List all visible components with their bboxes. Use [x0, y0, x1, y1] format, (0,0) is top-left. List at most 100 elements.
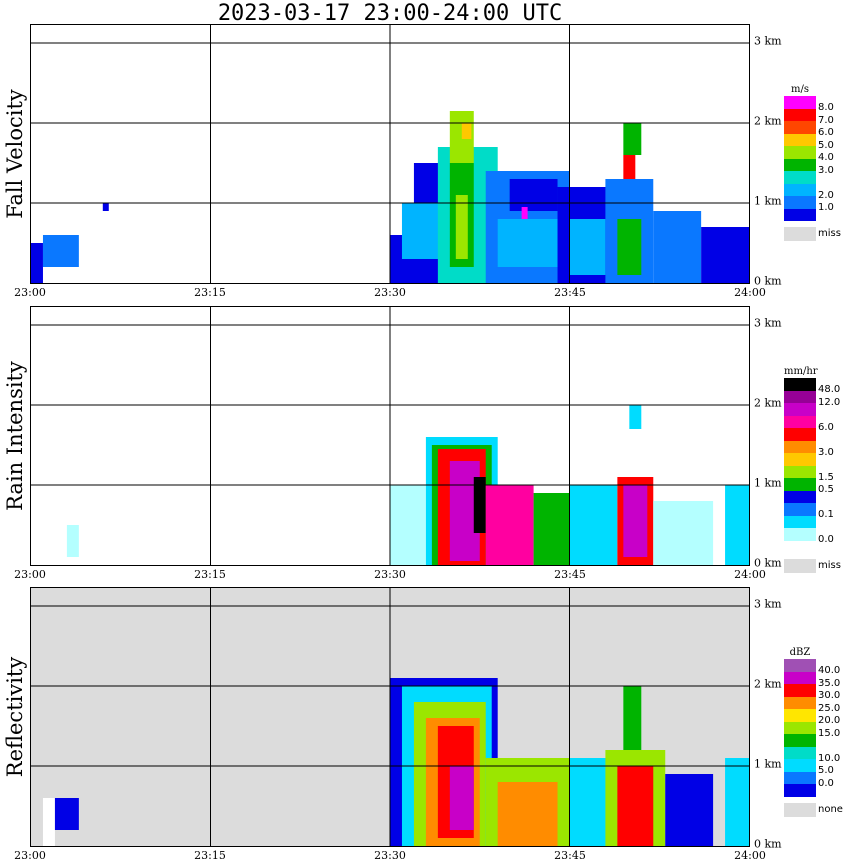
ri-ytick-0: 0 km: [754, 556, 782, 570]
chart-title: 2023-03-17 23:00-24:00 UTC: [217, 1, 563, 26]
rain-intensity-cell-7: [485, 485, 534, 565]
fall-velocity-legend-missing-label: miss: [818, 228, 841, 239]
fall-velocity-cell-19: [623, 155, 636, 179]
fall-velocity-legend-swatch: [784, 208, 816, 221]
rain-intensity-legend: mm/hr 48.0 12.0 6.0 3.0 1.5 0.5 0.1 0.0 miss: [784, 366, 844, 573]
fall-velocity-legend-swatch: [784, 158, 816, 171]
rain-intensity-legend-row: 0.5: [784, 478, 844, 495]
rain-intensity-legend-row: 12.0: [784, 390, 844, 408]
rain-intensity-cell-8: [533, 493, 570, 565]
rain-intensity-legend-missing: miss: [784, 559, 844, 573]
fv-ytick-1: 1 km: [754, 194, 782, 208]
fv-xtick-3: 23:30: [374, 286, 406, 299]
rain-intensity-legend-label: 48.0: [818, 384, 841, 395]
rf-ytick-3: 3 km: [754, 597, 782, 611]
fv-ytick-0: 0 km: [754, 274, 782, 288]
fv-ytick-3: 3 km: [754, 34, 782, 48]
rain-intensity-legend-label: 3.0: [818, 446, 834, 458]
rain-intensity-legend-swatch: [784, 390, 816, 403]
ri-xtick-3: 23:30: [374, 568, 406, 581]
fall-velocity-legend: m/s 8.0 7.0 6.0 5.0 4.0 3.0 2.0 1.0 miss: [784, 84, 844, 241]
rain-intensity-legend-row: 1.5: [784, 465, 844, 483]
rain-intensity-legend-swatch: [784, 465, 816, 478]
reflectivity-legend-swatch: [784, 759, 816, 772]
rain-intensity-legend-unit: mm/hr: [784, 366, 818, 377]
reflectivity-legend-row: 5.0: [784, 759, 844, 776]
rain-intensity-legend-label: 0.5: [818, 484, 834, 495]
fall-velocity-legend-row: 6.0: [784, 121, 844, 138]
rf-ytick-2: 2 km: [754, 677, 782, 691]
rain-intensity-panel: Rain Intensity 23:00 23:15 23:30 23:45 2…: [0, 306, 850, 586]
reflectivity-panel: Reflectivity 23:00 23:15 23:30 23:45 24:…: [0, 587, 850, 867]
reflectivity-legend-label: 30.0: [818, 690, 841, 701]
rain-intensity-legend-swatch: [784, 440, 816, 453]
rf-xtick-1: 23:00: [14, 849, 46, 862]
rain-intensity-cell-12: [629, 405, 642, 429]
reflectivity-legend-swatch: [784, 671, 816, 684]
rain-intensity-legend-swatch: [784, 503, 816, 516]
rain-intensity-legend-swatch: [784, 378, 816, 391]
fall-velocity-legend-swatch: [784, 196, 816, 209]
fv-xtick-2: 23:15: [194, 286, 226, 299]
reflectivity-legend-swatch: [784, 684, 816, 697]
fall-velocity-legend-swatch: [784, 133, 816, 146]
reflectivity-legend-row: 35.0: [784, 671, 844, 689]
reflectivity-cell-9: [497, 782, 558, 846]
rain-intensity-legend-label: 0.0: [818, 534, 834, 545]
fall-velocity-cell-20: [623, 123, 642, 155]
fall-velocity-legend-label: 7.0: [818, 114, 834, 126]
fall-velocity-cell-16: [569, 219, 606, 275]
reflectivity-legend: dBZ 40.0 35.0 30.0 25.0 20.0 15.0 10.0 5.0 0.0 non…: [784, 647, 844, 817]
ri-xtick-2: 23:15: [194, 568, 226, 581]
reflectivity-legend-row: 25.0: [784, 696, 844, 714]
fv-xtick-1: 23:00: [14, 286, 46, 299]
fall-velocity-legend-row: 8.0: [784, 96, 844, 113]
fall-velocity-legend-swatch: [784, 146, 816, 159]
fall-velocity-legend-unit: m/s: [791, 84, 809, 95]
fall-velocity-legend-swatch: [784, 183, 816, 196]
fall-velocity-legend-row: 5.0: [784, 133, 844, 151]
reflectivity-legend-swatch: [784, 734, 816, 747]
rain-intensity-legend-row: [784, 428, 844, 441]
reflectivity-legend-swatch: [784, 659, 816, 672]
reflectivity-legend-label: 0.0: [818, 777, 834, 789]
rain-intensity-legend-row: [784, 403, 844, 416]
fall-velocity-legend-swatch: [784, 121, 816, 134]
fall-velocity-cell-8: [455, 195, 468, 259]
rain-intensity-title: Rain Intensity: [3, 361, 27, 511]
fall-velocity-cell-21: [653, 211, 702, 283]
reflectivity-legend-swatch: [784, 696, 816, 709]
reflectivity-cell-7: [449, 766, 474, 830]
rain-intensity-legend-swatch: [784, 453, 816, 466]
reflectivity-legend-row: 0.0: [784, 771, 844, 789]
reflectivity-legend-missing: none: [784, 802, 844, 817]
rain-intensity-legend-swatch: [784, 540, 816, 553]
fall-velocity-axis-title: Fall Velocity: [0, 24, 30, 284]
fall-velocity-legend-row: 7.0: [784, 108, 844, 126]
reflectivity-cell-1: [54, 798, 79, 830]
rain-intensity-cell-11: [623, 485, 648, 557]
rain-intensity-legend-missing-label: miss: [818, 560, 841, 571]
rain-intensity-cell-0: [66, 525, 79, 557]
ri-ytick-2: 2 km: [754, 396, 782, 410]
fall-velocity-legend-missing-swatch: [784, 227, 816, 241]
rain-intensity-legend-swatch: [784, 515, 816, 528]
reflectivity-legend-row: [784, 784, 844, 797]
reflectivity-legend-label: 25.0: [818, 702, 841, 714]
rain-intensity-cell-1: [390, 485, 426, 565]
fall-velocity-legend-label: 3.0: [818, 164, 834, 176]
fall-velocity-legend-label: 1.0: [818, 202, 834, 213]
fall-velocity-cell-22: [701, 227, 749, 283]
rain-intensity-cell-13: [653, 501, 714, 565]
fall-velocity-legend-missing: miss: [784, 227, 844, 241]
reflectivity-legend-unit: dBZ: [789, 647, 811, 658]
ri-xtick-5: 24:00: [734, 568, 766, 581]
fall-velocity-cell-12: [497, 219, 558, 267]
rf-xtick-3: 23:30: [374, 849, 406, 862]
ri-xtick-1: 23:00: [14, 568, 46, 581]
reflectivity-svg: [31, 588, 749, 846]
rain-intensity-legend-row: [784, 490, 844, 503]
fv-xtick-4: 23:45: [554, 286, 586, 299]
ri-ytick-3: 3 km: [754, 316, 782, 330]
reflectivity-cell-13: [623, 686, 642, 750]
